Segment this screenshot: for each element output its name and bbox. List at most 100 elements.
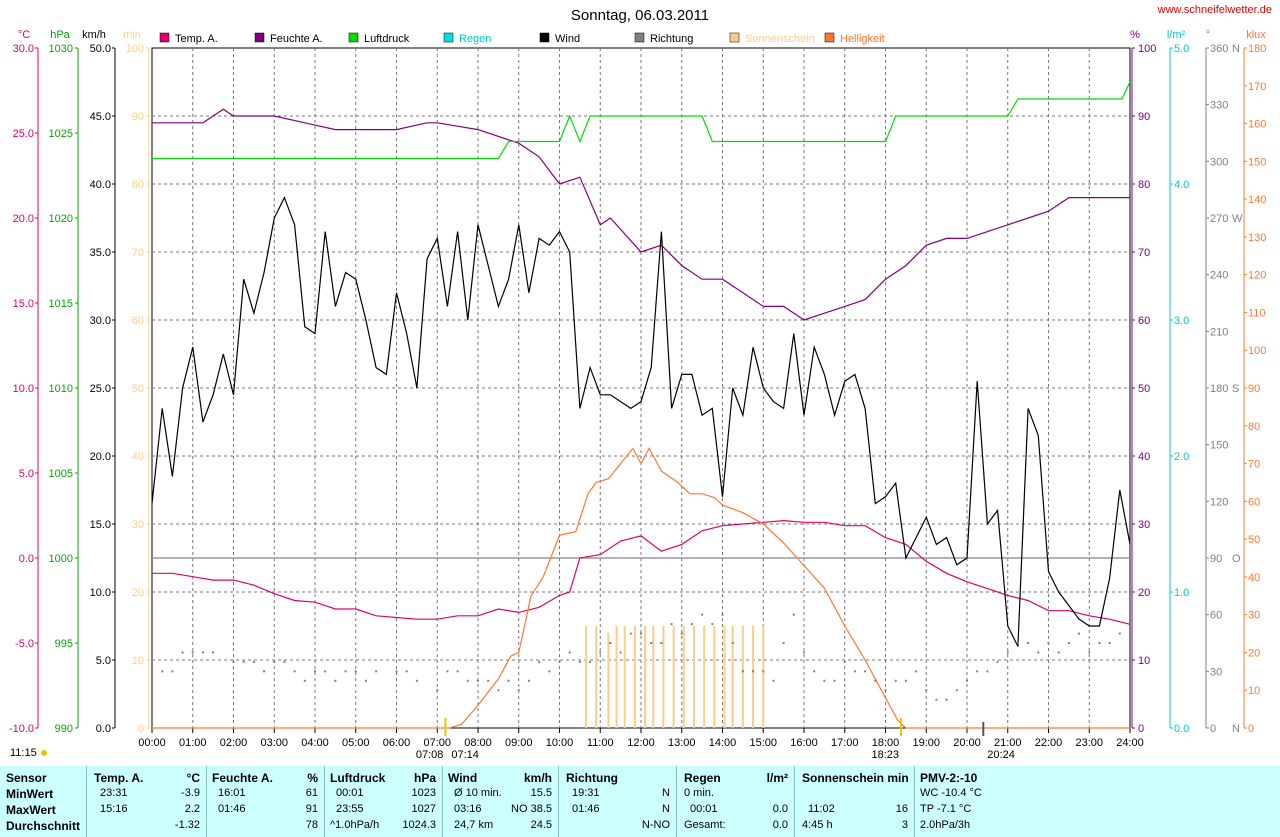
axis-wind-label-2: 10.0 (90, 587, 111, 599)
wind-max: NO 38.5 (511, 803, 552, 815)
sunrise-time-2: 07:14 (451, 749, 479, 761)
direction-point-51 (711, 623, 714, 626)
axis-direction-label-5: 150 (1210, 440, 1228, 452)
dir-max-time: 01:46 (572, 803, 600, 815)
series-line-3 (151, 196, 1131, 647)
direction-point-29 (487, 679, 490, 682)
direction-point-4 (201, 651, 204, 654)
direction-point-33 (527, 679, 530, 682)
direction-point-76 (966, 679, 968, 682)
wind-min-label: Ø 10 min. (454, 787, 502, 799)
unit-brightness: klux (1246, 29, 1266, 41)
direction-point-63 (833, 679, 836, 682)
axis-temp-label-5: 15.0 (13, 298, 34, 310)
direction-point-8 (252, 660, 255, 663)
sunrise-time: 07:08 (416, 749, 444, 761)
axis-wind-label-7: 35.0 (90, 247, 111, 259)
axis-sun-label-6: 60 (132, 315, 144, 327)
series-line-2 (152, 81, 1131, 160)
axis-wind-label-9: 45.0 (90, 111, 111, 123)
direction-point-71 (915, 670, 918, 673)
moonset-time: 20:24 (987, 749, 1015, 761)
axis-wind-label-10: 50.0 (90, 43, 111, 55)
direction-point-45 (650, 642, 653, 644)
rain-column: Regen l/m² 0 min. 00:01 0.0 Gesamt: 0.0 (684, 766, 790, 837)
legend-label-3: Regen (459, 33, 491, 45)
direction-point-59 (792, 613, 795, 616)
direction-point-52 (721, 613, 724, 616)
axis-rain-label-5: 5.0 (1174, 43, 1189, 55)
legend-swatch-4 (539, 32, 550, 43)
direction-point-31 (507, 679, 510, 682)
weather-chart: Sonntag, 06.03.2011 Temp. A. Feuchte A. Luf… (9, 7, 1266, 761)
press-trend: ^1.0hPa/h (330, 819, 380, 831)
direction-point-67 (874, 679, 877, 682)
direction-point-3 (191, 651, 194, 654)
axis-brightness-label-6: 60 (1248, 496, 1260, 508)
axis-brightness-label-16: 160 (1248, 119, 1266, 131)
axis-pressure-label-2: 1000 (49, 553, 73, 565)
direction-point-66 (864, 670, 867, 673)
axis-temp-label-7: 25.0 (13, 128, 34, 140)
sun-header: Sonnenschein min (802, 771, 909, 785)
direction-point-48 (680, 632, 683, 635)
direction-letter-360: N (1232, 43, 1240, 55)
direction-point-9 (263, 670, 266, 673)
axis-direction-label-8: 240 (1210, 270, 1228, 282)
axis-pressure-label-3: 1005 (49, 468, 73, 480)
unit-wind: km/h (82, 29, 106, 41)
axis-brightness-label-13: 130 (1248, 232, 1266, 244)
axis-humidity-label-0: 0 (1138, 723, 1144, 735)
rain-min-label: 0 min. (684, 787, 714, 799)
direction-point-61 (813, 670, 816, 673)
row-label-max: MaxWert (6, 803, 56, 817)
dir-avg: N-NO (641, 819, 670, 831)
direction-point-26 (456, 670, 459, 673)
direction-point-53 (731, 642, 734, 644)
press-header: Luftdruck (330, 771, 386, 785)
direction-point-46 (660, 642, 663, 644)
direction-point-65 (853, 670, 856, 673)
axis-direction-label-1: 30 (1210, 666, 1222, 678)
direction-point-14 (314, 670, 316, 673)
axis-sun-label-3: 30 (132, 519, 144, 531)
x-tick-label-20: 20:00 (953, 737, 981, 749)
direction-point-91 (1118, 632, 1121, 635)
direction-point-37 (568, 651, 571, 654)
pmv-header: PMV-2:-10 (920, 771, 978, 785)
direction-point-64 (843, 660, 846, 663)
direction-point-28 (477, 679, 479, 682)
direction-point-62 (823, 679, 826, 682)
direction-point-54 (741, 670, 744, 673)
axis-pressure-label-4: 1010 (49, 383, 73, 395)
direction-point-22 (405, 670, 408, 673)
x-tick-label-13: 13:00 (668, 737, 696, 749)
axis-sun-label-7: 70 (132, 247, 144, 259)
legend-label-5: Richtung (650, 33, 693, 45)
wind-min: 15.5 (530, 787, 552, 799)
wind-column: Wind km/h Ø 10 min. 15.5 03:16 NO 38.5 24,7… (448, 766, 554, 837)
legend-swatch-2 (348, 32, 359, 43)
axis-rain-label-1: 1.0 (1174, 587, 1189, 599)
moon-time: 11:15 (10, 747, 37, 759)
legend-label-1: Feuchte A. (270, 33, 323, 45)
axis-humidity-label-4: 40 (1138, 451, 1150, 463)
row-label-min: MinWert (6, 787, 54, 801)
site-url[interactable]: www.schneifelwetter.de (1157, 4, 1272, 16)
temp-min: -3.9 (181, 787, 200, 799)
hum-header: Feuchte A. (212, 771, 273, 785)
direction-point-57 (772, 679, 775, 682)
axis-brightness-label-9: 90 (1248, 383, 1260, 395)
axis-direction-label-11: 330 (1210, 100, 1228, 112)
wind-unit: km/h (523, 771, 552, 785)
axis-brightness-label-18: 180 (1248, 43, 1266, 55)
direction-point-12 (293, 670, 296, 673)
axis-brightness-label-8: 80 (1248, 421, 1260, 433)
x-tick-label-18: 18:00 (872, 737, 900, 749)
axis-direction-label-3: 90 (1210, 553, 1222, 565)
direction-point-83 (1037, 651, 1040, 654)
axis-wind-label-8: 40.0 (90, 179, 111, 191)
axis-direction-label-10: 300 (1210, 156, 1228, 168)
direction-point-42 (619, 651, 622, 654)
direction-point-84 (1047, 642, 1050, 644)
